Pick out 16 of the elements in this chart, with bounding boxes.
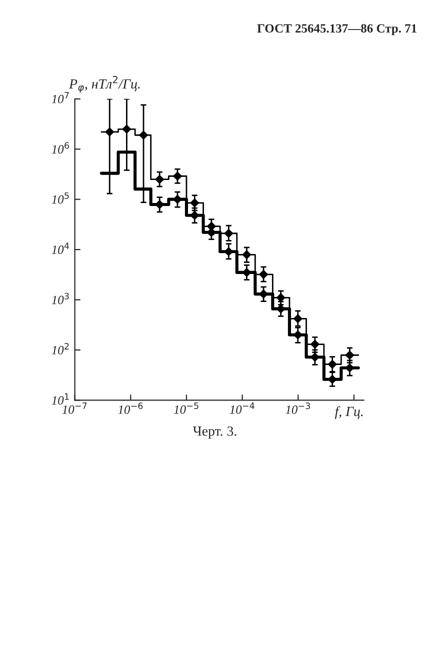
x-tick-label: 10$^{−5}$ xyxy=(174,402,198,414)
y-tick-label: 10$^{6}$ xyxy=(52,142,69,154)
y-tick-label: 10$^{4}$ xyxy=(52,242,70,254)
y-tick-label: 10$^{3}$ xyxy=(52,292,69,304)
y-tick-label: 10$^{7}$ xyxy=(52,92,69,104)
y-tick-label: 10$^{5}$ xyxy=(52,192,69,204)
x-tick-label: 10$^{−3}$ xyxy=(286,402,310,414)
y-tick-label: 10$^{2}$ xyxy=(52,343,69,354)
chart-title: ГОСТ 25645.137—86 Стр. 71 xyxy=(257,24,416,36)
y-axis-title: P$_{φ}$, нТл$^{2}$/Гц. xyxy=(68,76,140,93)
x-tick-label: 10$^{−6}$ xyxy=(118,402,143,414)
x-axis-title: f, Гц. xyxy=(334,406,363,419)
text: Черт. 3. xyxy=(192,426,236,439)
y-tick-label: 10$^{1}$ xyxy=(52,393,69,405)
x-tick-label: 10$^{−7}$ xyxy=(62,402,87,414)
x-tick-label: 10$^{−4}$ xyxy=(230,402,254,414)
